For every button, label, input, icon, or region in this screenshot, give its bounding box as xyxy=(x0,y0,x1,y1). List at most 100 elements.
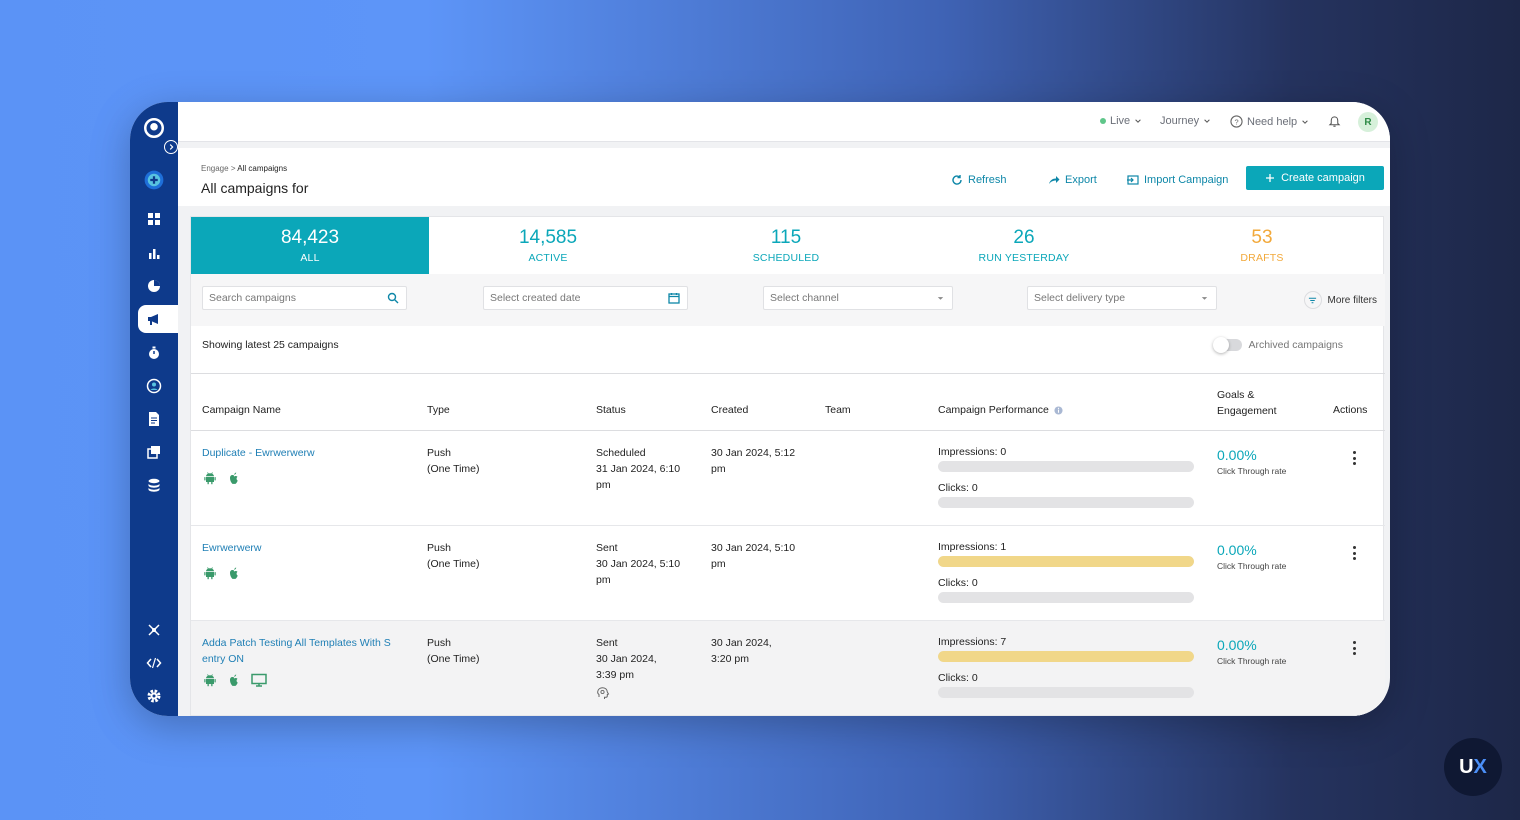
topbar: Live Journey ? Need help R xyxy=(178,102,1390,142)
app-window: Live Journey ? Need help R Engage > All … xyxy=(130,102,1390,716)
breadcrumb-root[interactable]: Engage xyxy=(201,164,229,173)
journey-label: Journey xyxy=(1160,115,1200,127)
svg-text:?: ? xyxy=(1234,117,1238,126)
journey-selector[interactable]: Journey xyxy=(1160,115,1211,127)
megaphone-icon[interactable] xyxy=(142,307,166,331)
archived-toggle[interactable]: Archived campaigns xyxy=(1213,337,1343,353)
tab-active[interactable]: 14,585 ACTIVE xyxy=(429,217,667,274)
status-line: pm xyxy=(596,479,611,491)
live-status-dot xyxy=(1100,118,1106,124)
add-circle-icon[interactable] xyxy=(142,168,166,192)
channel-select[interactable]: Select channel xyxy=(763,286,953,310)
tab-run-yesterday[interactable]: 26 RUN YESTERDAY xyxy=(905,217,1143,274)
stat-label: ALL xyxy=(300,252,320,264)
type-line: Push xyxy=(427,637,451,649)
status-line: Sent xyxy=(596,542,618,554)
campaign-name-line: entry ON xyxy=(202,653,245,665)
code-icon[interactable] xyxy=(142,651,166,675)
ctr-label: Click Through rate xyxy=(1217,656,1287,666)
settings-gear-icon[interactable] xyxy=(142,684,166,708)
ctr-label: Click Through rate xyxy=(1217,466,1287,476)
notification-bell[interactable] xyxy=(1328,115,1341,128)
stat-value: 26 xyxy=(1013,227,1035,248)
archived-switch[interactable] xyxy=(1213,337,1243,353)
analytics-icon[interactable] xyxy=(142,241,166,265)
more-actions-icon[interactable] xyxy=(1351,641,1357,655)
performance-cell: Impressions: 7 Clicks: 0 xyxy=(938,635,1194,707)
filter-bar: Search campaigns Select created date Sel… xyxy=(191,274,1385,326)
tab-all[interactable]: 84,423 ALL xyxy=(191,217,429,274)
info-icon[interactable] xyxy=(1054,405,1063,415)
campaign-name-link[interactable]: Ewrwerwerw xyxy=(202,540,262,556)
col-performance[interactable]: Campaign Performance xyxy=(938,404,1063,416)
archived-label: Archived campaigns xyxy=(1248,339,1343,351)
search-input[interactable]: Search campaigns xyxy=(202,286,407,310)
col-actions: Actions xyxy=(1333,404,1368,416)
dashboard-icon[interactable] xyxy=(142,207,166,231)
table-row[interactable]: Duplicate - Ewrwerwerw Push (One Time) S… xyxy=(191,431,1385,526)
status-line: 31 Jan 2024, 6:10 xyxy=(596,463,681,475)
created-cell: 30 Jan 2024, 3:20 pm xyxy=(711,635,772,667)
ai-brain-icon[interactable] xyxy=(596,686,610,700)
ux-logo-x: X xyxy=(1473,755,1487,778)
table-row[interactable]: Adda Patch Testing All Templates With S … xyxy=(191,621,1385,716)
status-line: 30 Jan 2024, xyxy=(596,653,657,665)
col-status[interactable]: Status xyxy=(596,404,626,416)
import-label: Import Campaign xyxy=(1144,174,1229,186)
created-line: pm xyxy=(711,463,726,475)
status-line: Sent xyxy=(596,637,618,649)
status-line: Scheduled xyxy=(596,447,646,459)
filter-icon xyxy=(1303,291,1322,309)
col-campaign-name[interactable]: Campaign Name xyxy=(202,404,281,416)
bell-icon xyxy=(1328,116,1341,127)
campaign-name-link[interactable]: Duplicate - Ewrwerwerw xyxy=(202,445,315,461)
pie-chart-icon[interactable] xyxy=(142,274,166,298)
profile-icon[interactable] xyxy=(142,116,166,140)
refresh-icon xyxy=(952,175,962,185)
campaign-name-line: Ewrwerwerw xyxy=(202,542,262,554)
created-date-picker[interactable]: Select created date xyxy=(483,286,688,310)
more-filters-button[interactable]: More filters xyxy=(1303,291,1377,309)
integrations-icon[interactable] xyxy=(142,618,166,642)
col-created[interactable]: Created xyxy=(711,404,749,416)
status-line: 30 Jan 2024, 5:10 xyxy=(596,558,681,570)
apple-icon xyxy=(230,674,238,686)
table-row[interactable]: Ewrwerwerw Push (One Time) Sent 30 Jan 2… xyxy=(191,526,1385,621)
created-line: 30 Jan 2024, xyxy=(711,637,772,649)
gallery-icon[interactable] xyxy=(142,440,166,464)
stat-label: SCHEDULED xyxy=(752,252,820,264)
import-campaign-button[interactable]: Import Campaign xyxy=(1127,174,1228,186)
database-icon[interactable] xyxy=(142,473,166,497)
create-campaign-button[interactable]: Create campaign xyxy=(1246,166,1384,190)
tab-drafts[interactable]: 53 DRAFTS xyxy=(1143,217,1381,274)
live-selector[interactable]: Live xyxy=(1100,115,1142,127)
performance-cell: Impressions: 0 Clicks: 0 xyxy=(938,445,1194,517)
refresh-button[interactable]: Refresh xyxy=(951,174,1007,186)
type-line: (One Time) xyxy=(427,558,480,570)
help-menu[interactable]: ? Need help xyxy=(1230,115,1309,128)
sidebar-expand-icon[interactable] xyxy=(164,140,178,154)
col-type[interactable]: Type xyxy=(427,404,450,416)
col-team[interactable]: Team xyxy=(825,404,851,416)
caret-down-icon xyxy=(937,297,944,300)
type-cell: Push (One Time) xyxy=(427,445,480,477)
user-circle-icon[interactable] xyxy=(142,374,166,398)
document-icon[interactable] xyxy=(142,407,166,431)
more-actions-icon[interactable] xyxy=(1351,546,1357,560)
breadcrumb: Engage > All campaigns xyxy=(201,164,287,173)
campaigns-panel: 84,423 ALL 14,585 ACTIVE 115 SCHEDULED 2… xyxy=(190,216,1385,716)
plus-icon xyxy=(1266,174,1275,182)
calendar-icon xyxy=(668,293,680,304)
tab-scheduled[interactable]: 115 SCHEDULED xyxy=(667,217,905,274)
chevron-down-icon xyxy=(1204,119,1210,123)
campaign-name-link[interactable]: Adda Patch Testing All Templates With S … xyxy=(202,635,391,667)
timer-icon[interactable] xyxy=(142,341,166,365)
user-avatar[interactable]: R xyxy=(1358,112,1378,132)
export-button[interactable]: Export xyxy=(1048,174,1097,186)
impressions-bar-fill xyxy=(938,556,1194,567)
stat-value: 14,585 xyxy=(518,227,578,248)
delivery-type-select[interactable]: Select delivery type xyxy=(1027,286,1217,310)
android-icon xyxy=(204,567,216,580)
col-goals[interactable]: Goals & Engagement xyxy=(1217,387,1277,419)
more-actions-icon[interactable] xyxy=(1351,451,1357,465)
